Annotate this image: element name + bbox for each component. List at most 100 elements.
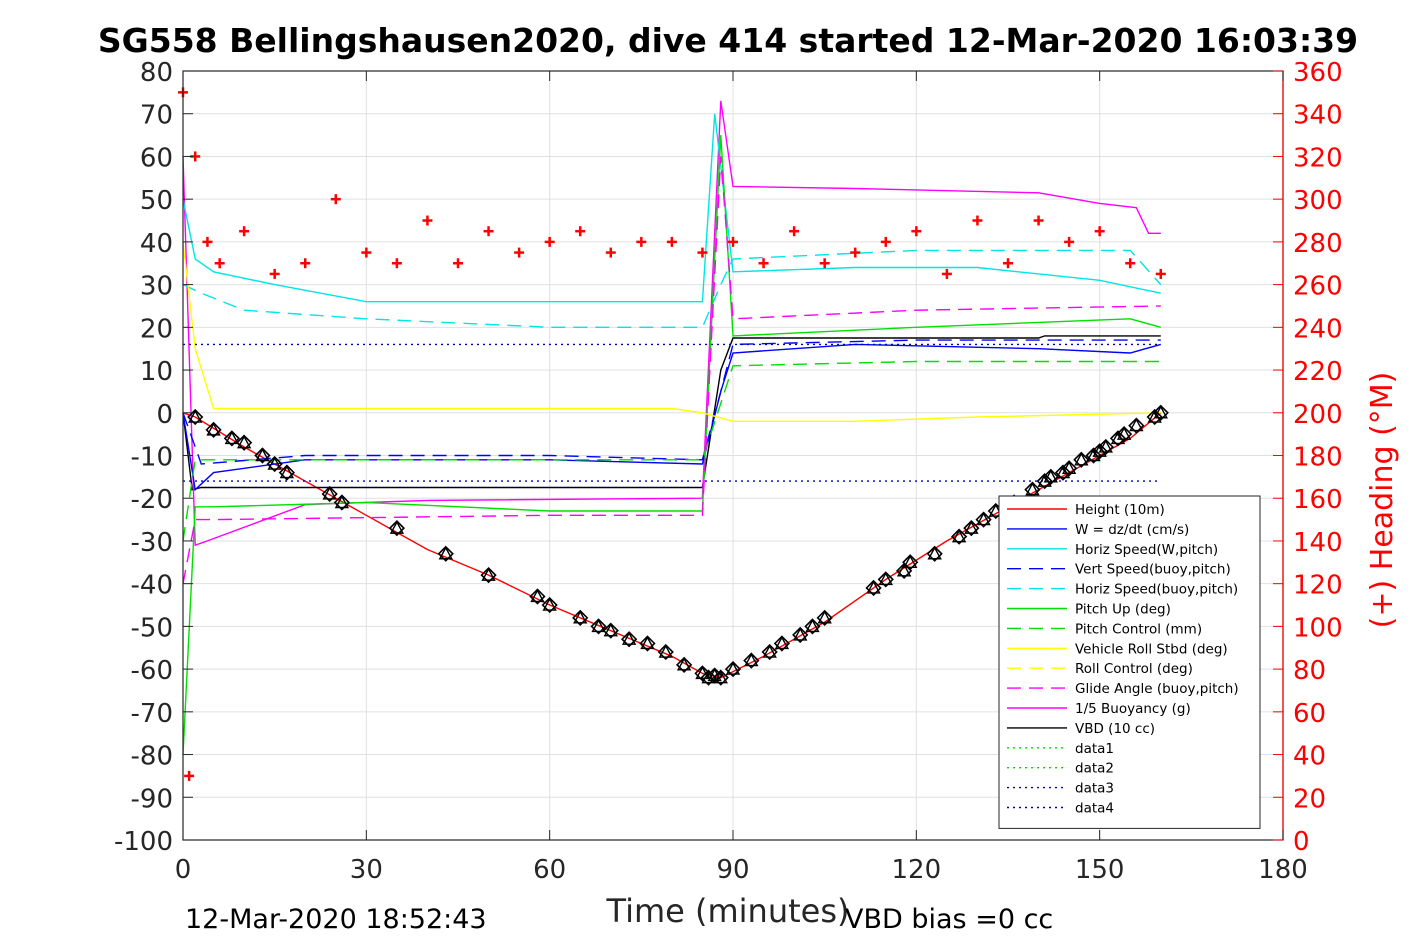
depth-marker-diamond: [572, 609, 589, 626]
x-tick-label: 90: [716, 855, 749, 885]
depth-marker-triangle: [762, 644, 777, 658]
legend-label: Pitch Control (mm): [1075, 621, 1202, 637]
depth-marker-diamond: [254, 447, 271, 464]
heading-point: [575, 226, 586, 237]
series-line-1-5-buoyancy-g: [182, 100, 1161, 547]
legend-entry: data4: [1007, 801, 1114, 817]
depth-marker-diamond: [963, 519, 980, 537]
depth-marker: [572, 609, 589, 626]
legend-entry: Pitch Control (mm): [1007, 621, 1202, 637]
heading-point: [1003, 258, 1013, 269]
legend-label: W = dz/dt (cm/s): [1075, 522, 1189, 538]
depth-marker-triangle: [224, 430, 240, 445]
heading-point: [666, 236, 677, 247]
legend-label: data1: [1075, 741, 1114, 757]
depth-marker-triangle: [927, 546, 942, 560]
legend-entry: Pitch Up (deg): [1007, 602, 1171, 618]
depth-marker-diamond: [266, 455, 283, 473]
right-axis-label: (+) Heading (°M): [1365, 372, 1400, 629]
depth-marker-diamond: [333, 494, 351, 511]
legend-entry: W = dz/dt (cm/s): [1007, 522, 1189, 538]
legend-label: data3: [1075, 781, 1114, 797]
x-tick-label: 0: [175, 855, 192, 885]
depth-marker: [1152, 404, 1169, 421]
depth-marker-diamond: [1109, 430, 1127, 447]
depth-marker: [1042, 468, 1059, 485]
depth-marker-diamond: [639, 635, 656, 652]
depth-marker-triangle: [725, 661, 741, 675]
depth-marker: [333, 494, 351, 511]
y-tick-label-left: -80: [131, 742, 173, 772]
depth-marker-diamond: [902, 554, 919, 571]
legend-entry: 1/5 Buoyancy (g): [1007, 701, 1191, 717]
depth-marker-diamond: [792, 626, 809, 644]
heading-point: [941, 268, 952, 279]
depth-marker: [388, 519, 406, 537]
depth-marker: [950, 528, 968, 545]
depth-marker-triangle: [267, 456, 282, 470]
y-tick-label-left: -90: [131, 784, 173, 814]
legend-entry: Horiz Speed(W,pitch): [1007, 542, 1218, 558]
x-tick-label: 150: [1075, 855, 1125, 885]
heading-point: [1125, 258, 1136, 269]
depth-marker-triangle: [206, 422, 221, 436]
legend-entry: Vehicle Roll Stbd (deg): [1007, 641, 1228, 657]
y-tick-label-right: 200: [1293, 400, 1343, 430]
x-tick-label: 180: [1258, 855, 1308, 885]
depth-marker: [902, 554, 919, 571]
depth-marker-diamond: [773, 635, 791, 652]
heading-point: [422, 215, 433, 226]
axes: 0 30 60 90 120 150 180-100-90-80-70-60-50-40-3…: [114, 58, 1343, 885]
heading-point: [214, 258, 225, 269]
heading-point: [184, 770, 195, 781]
depth-marker-diamond: [700, 669, 717, 686]
legend: Height (10m) W = dz/dt (cm/s) Horiz Speed(…: [998, 495, 1261, 829]
depth-marker-triangle: [713, 670, 728, 684]
depth-marker-triangle: [866, 580, 881, 594]
legend-label: VBD (10 cc): [1075, 721, 1155, 737]
legend-label: Glide Angle (buoy,pitch): [1075, 681, 1239, 697]
legend-label: data4: [1075, 801, 1114, 817]
legend-label: Vehicle Roll Stbd (deg): [1075, 641, 1228, 657]
depth-marker-triangle: [322, 486, 337, 500]
legend-label: 1/5 Buoyancy (g): [1075, 701, 1191, 717]
depth-marker-triangle: [976, 512, 991, 526]
heading-point: [880, 236, 891, 247]
depth-marker-triangle: [1116, 426, 1132, 440]
legend-label: Horiz Speed(W,pitch): [1075, 542, 1218, 558]
heading-point: [239, 226, 250, 237]
heading-point: [728, 236, 738, 247]
depth-marker-triangle: [964, 520, 979, 534]
depth-marker-diamond: [712, 669, 729, 686]
y-tick-label-right: 140: [1293, 528, 1343, 558]
depth-marker-diamond: [1036, 473, 1053, 490]
footer-timestamp: 12-Mar-2020 18:52:43: [185, 904, 487, 935]
heading-point: [972, 215, 983, 226]
y-tick-label-left: -10: [131, 443, 173, 473]
depth-marker-diamond: [602, 622, 619, 639]
depth-marker-triangle: [481, 567, 496, 581]
depth-marker: [602, 622, 619, 639]
depth-marker: [1060, 460, 1078, 477]
legend-label: Vert Speed(buoy,pitch): [1075, 562, 1231, 578]
depth-marker-triangle: [188, 409, 203, 423]
depth-marker-triangle: [573, 610, 588, 624]
depth-marker: [761, 643, 778, 661]
series-line-w-dz-dt-cm-s: [182, 343, 1161, 492]
depth-marker: [743, 652, 760, 669]
heading-point: [483, 226, 494, 237]
depth-marker-diamond: [816, 609, 833, 626]
series-line-pitch-control-mm: [182, 360, 1161, 542]
depth-marker-triangle: [707, 668, 722, 682]
depth-marker: [700, 669, 717, 686]
depth-marker-triangle: [640, 636, 655, 650]
y-tick-label-left: -20: [131, 485, 173, 515]
depth-marker: [816, 609, 833, 626]
depth-marker: [804, 618, 821, 635]
heading-point: [605, 247, 616, 258]
depth-marker-triangle: [676, 657, 692, 671]
depth-marker-diamond: [657, 643, 674, 661]
depth-marker: [321, 485, 338, 503]
depth-marker: [223, 430, 241, 447]
legend-entry: data3: [1007, 781, 1114, 797]
